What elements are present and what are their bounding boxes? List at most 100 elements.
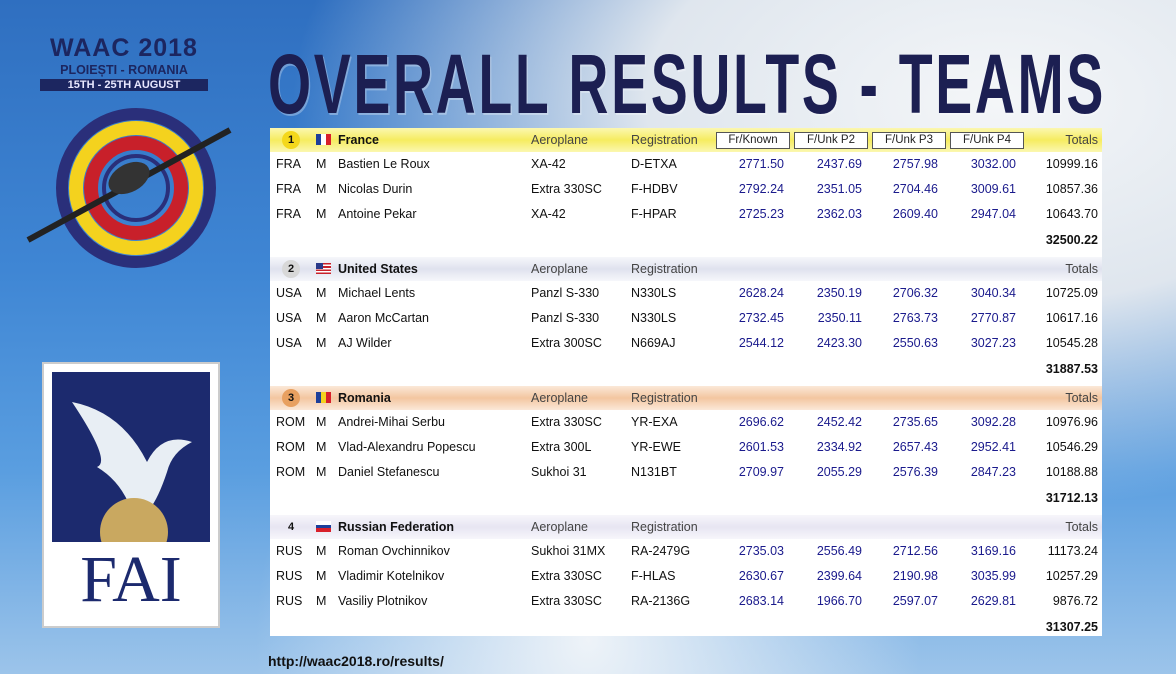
totals-header: Totals [1065,133,1098,147]
score: 2735.65 [892,415,938,429]
pilot-total: 11173.24 [1047,544,1098,558]
nation: FRA [276,182,301,196]
team-header: 1 France Aeroplane Registration Fr/Known F/Un… [270,128,1102,152]
registration: F-HLAS [631,569,676,583]
team-flag [316,521,331,533]
aeroplane: Sukhoi 31 [531,465,587,479]
nation: RUS [276,594,303,608]
flag-stripe [321,392,326,403]
pilot-name: Roman Ovchinnikov [338,544,450,558]
pilot-name: Aaron McCartan [338,311,430,325]
score: 2362.03 [816,207,862,221]
registration: N330LS [631,286,677,300]
pilot-name: Bastien Le Roux [338,157,430,171]
team-rank: 2 [282,260,300,278]
score: 2725.23 [738,207,784,221]
aeroplane: Extra 330SC [531,182,602,196]
category: M [316,465,327,479]
score: 2709.97 [738,465,784,479]
team-name: Romania [338,391,391,405]
category: M [316,207,327,221]
flag-stripe [316,524,331,529]
score: 2763.73 [892,311,938,325]
nation: FRA [276,207,301,221]
team-name: France [338,133,379,147]
score: 2423.30 [816,336,862,350]
team-header: 3 Romania Aeroplane Registration Totals [270,386,1102,410]
score: 2351.05 [816,182,862,196]
totals-header: Totals [1065,262,1098,276]
score: 2732.45 [738,311,784,325]
aeroplane: Extra 330SC [531,415,602,429]
flag-stripe [326,134,331,145]
score: 3032.00 [970,157,1016,171]
registration: D-ETXA [631,157,677,171]
category: M [316,311,327,325]
aeroplane-header: Aeroplane [531,133,588,147]
team-total: 31307.25 [1045,620,1098,634]
score: 2683.14 [738,594,784,608]
pilot-total: 10725.09 [1045,286,1098,300]
score: 2190.98 [892,569,938,583]
pilot-name: Vladimir Kotelnikov [338,569,445,583]
score: 3092.28 [970,415,1016,429]
score: 2437.69 [816,157,862,171]
score: 2947.04 [970,207,1016,221]
column-header: F/Unk P3 [872,132,946,149]
score: 2550.63 [892,336,938,350]
pilot-total: 10257.29 [1045,569,1098,583]
registration: F-HDBV [631,182,678,196]
flag-stripe [316,134,321,145]
flag-stripe [316,521,331,525]
score: 2629.81 [970,594,1016,608]
score: 2657.43 [892,440,938,454]
score: 3009.61 [970,182,1016,196]
team-rank: 3 [282,389,300,407]
pilot-total: 9876.72 [1052,594,1098,608]
registration-header: Registration [631,520,698,534]
score: 3035.99 [970,569,1016,583]
nation: ROM [276,440,306,454]
aeroplane-header: Aeroplane [531,391,588,405]
aeroplane: Extra 300SC [531,336,602,350]
column-header: Fr/Known [716,132,790,149]
score: 2792.24 [738,182,784,196]
pilot-name: AJ Wilder [338,336,392,350]
score: 2696.62 [738,415,784,429]
score: 2399.64 [816,569,862,583]
aeroplane: Panzl S-330 [531,311,600,325]
aeroplane: XA-42 [531,207,566,221]
team-flag [316,134,331,145]
fai-logo: FAI [42,362,220,628]
score: 1966.70 [816,594,862,608]
column-header: F/Unk P4 [950,132,1024,149]
score: 2952.41 [970,440,1016,454]
nation: USA [276,336,302,350]
category: M [316,569,327,583]
category: M [316,336,327,350]
registration: YR-EWE [631,440,681,454]
score: 2544.12 [738,336,784,350]
results-table: 1 France Aeroplane Registration Fr/Known F/Un… [270,128,1102,636]
event-logo: WAAC 2018 PLOIEȘTI - ROMANIA 15TH - 25TH… [40,34,208,91]
nation: ROM [276,415,306,429]
category: M [316,594,327,608]
registration: RA-2136G [631,594,691,608]
aeroplane: Extra 300L [531,440,592,454]
nation: RUS [276,544,303,558]
pilot-name: Michael Lents [338,286,416,300]
team-header: 2 United States Aeroplane Registration Total… [270,257,1102,281]
category: M [316,440,327,454]
score: 2609.40 [892,207,938,221]
aeroplane-header: Aeroplane [531,262,588,276]
score: 2055.29 [816,465,862,479]
score: 2770.87 [970,311,1016,325]
score: 2597.07 [892,594,938,608]
pilot-total: 10976.96 [1045,415,1098,429]
registration-header: Registration [631,391,698,405]
nation: RUS [276,569,303,583]
score: 2630.67 [738,569,784,583]
team-total: 32500.22 [1045,233,1098,247]
score: 2706.32 [892,286,938,300]
